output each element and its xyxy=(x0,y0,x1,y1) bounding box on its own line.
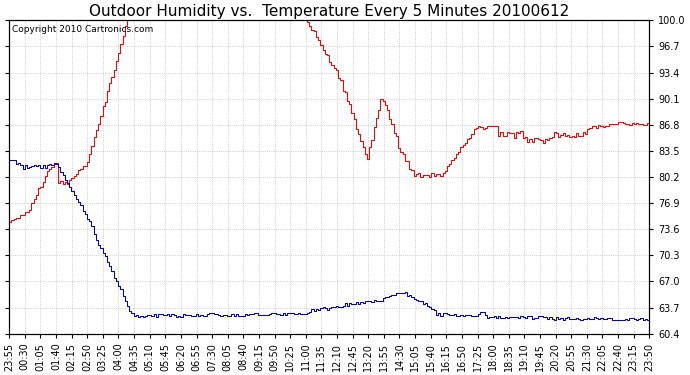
Text: Copyright 2010 Cartronics.com: Copyright 2010 Cartronics.com xyxy=(12,25,154,34)
Title: Outdoor Humidity vs.  Temperature Every 5 Minutes 20100612: Outdoor Humidity vs. Temperature Every 5… xyxy=(89,4,569,19)
